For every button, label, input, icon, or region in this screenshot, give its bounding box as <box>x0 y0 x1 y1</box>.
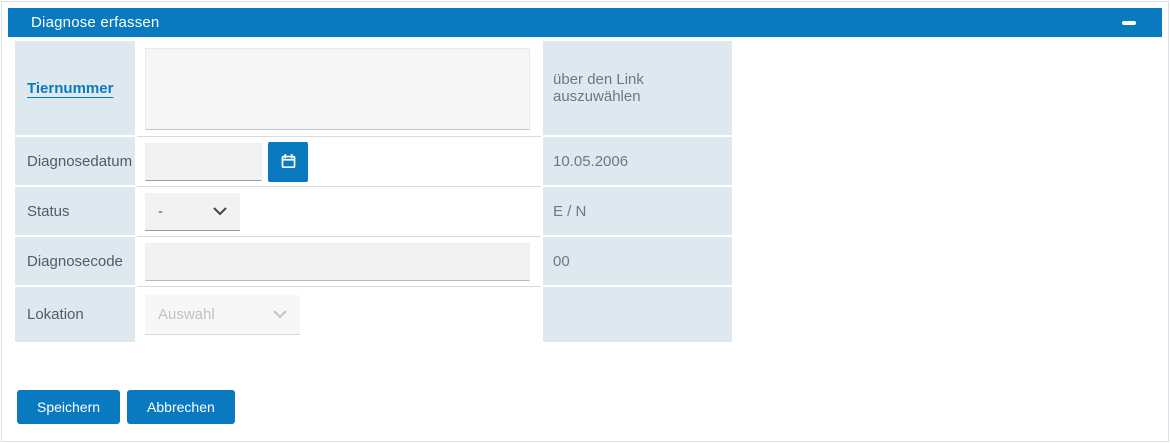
tiernummer-textarea[interactable] <box>145 47 530 130</box>
lokation-label: Lokation <box>27 306 84 323</box>
input-cell-status: - <box>137 187 541 237</box>
label-cell-tiernummer: Tiernummer <box>15 41 137 137</box>
diagnosecode-label: Diagnosecode <box>27 252 123 270</box>
lokation-placeholder: Auswahl <box>158 305 215 323</box>
calendar-button[interactable] <box>268 141 308 182</box>
panel-title: Diagnose erfassen <box>31 14 160 31</box>
diagnosedatum-label: Diagnosedatum <box>27 152 133 170</box>
value-cell-status: E / N <box>541 187 732 237</box>
input-cell-diagnosecode <box>137 237 541 287</box>
status-select[interactable]: - <box>145 192 240 231</box>
panel-header: Diagnose erfassen <box>8 8 1162 37</box>
chevron-down-icon <box>273 310 287 319</box>
lokation-select[interactable]: Auswahl <box>145 294 300 335</box>
label-cell-diagnosedatum: Diagnosedatum <box>15 137 137 187</box>
input-cell-tiernummer <box>137 41 541 137</box>
minus-icon <box>1122 20 1136 25</box>
calendar-icon <box>281 153 295 169</box>
input-cell-lokation: Auswahl <box>137 287 541 342</box>
diagnosedatum-input[interactable] <box>145 142 262 181</box>
tiernummer-link[interactable]: Tiernummer <box>27 79 114 97</box>
status-label: Status <box>27 202 70 220</box>
label-cell-diagnosecode: Diagnosecode <box>15 237 137 287</box>
tiernummer-hint: über den Link auszuwählen <box>553 71 644 105</box>
status-selected-value: - <box>158 202 163 220</box>
minimize-button[interactable] <box>1121 15 1137 31</box>
value-cell-lokation <box>541 287 732 342</box>
footer-actions: Speichern Abbrechen <box>17 390 1162 424</box>
label-cell-lokation: Lokation <box>15 287 137 342</box>
hint-cell-tiernummer: über den Link auszuwählen <box>541 41 732 137</box>
save-button[interactable]: Speichern <box>17 390 121 424</box>
value-cell-diagnosecode: 00 <box>541 237 732 287</box>
chevron-down-icon <box>213 207 227 216</box>
diagnosecode-input[interactable] <box>145 242 530 281</box>
status-value: E / N <box>553 202 587 220</box>
label-cell-status: Status <box>15 187 137 237</box>
diagnosecode-value: 00 <box>553 252 570 270</box>
diagnose-form: Tiernummer über den Link auszuwählen Dia… <box>15 41 732 342</box>
input-cell-diagnosedatum <box>137 137 541 187</box>
cancel-button[interactable]: Abbrechen <box>127 390 235 424</box>
value-cell-diagnosedatum: 10.05.2006 <box>541 137 732 187</box>
diagnosedatum-value: 10.05.2006 <box>553 152 629 170</box>
